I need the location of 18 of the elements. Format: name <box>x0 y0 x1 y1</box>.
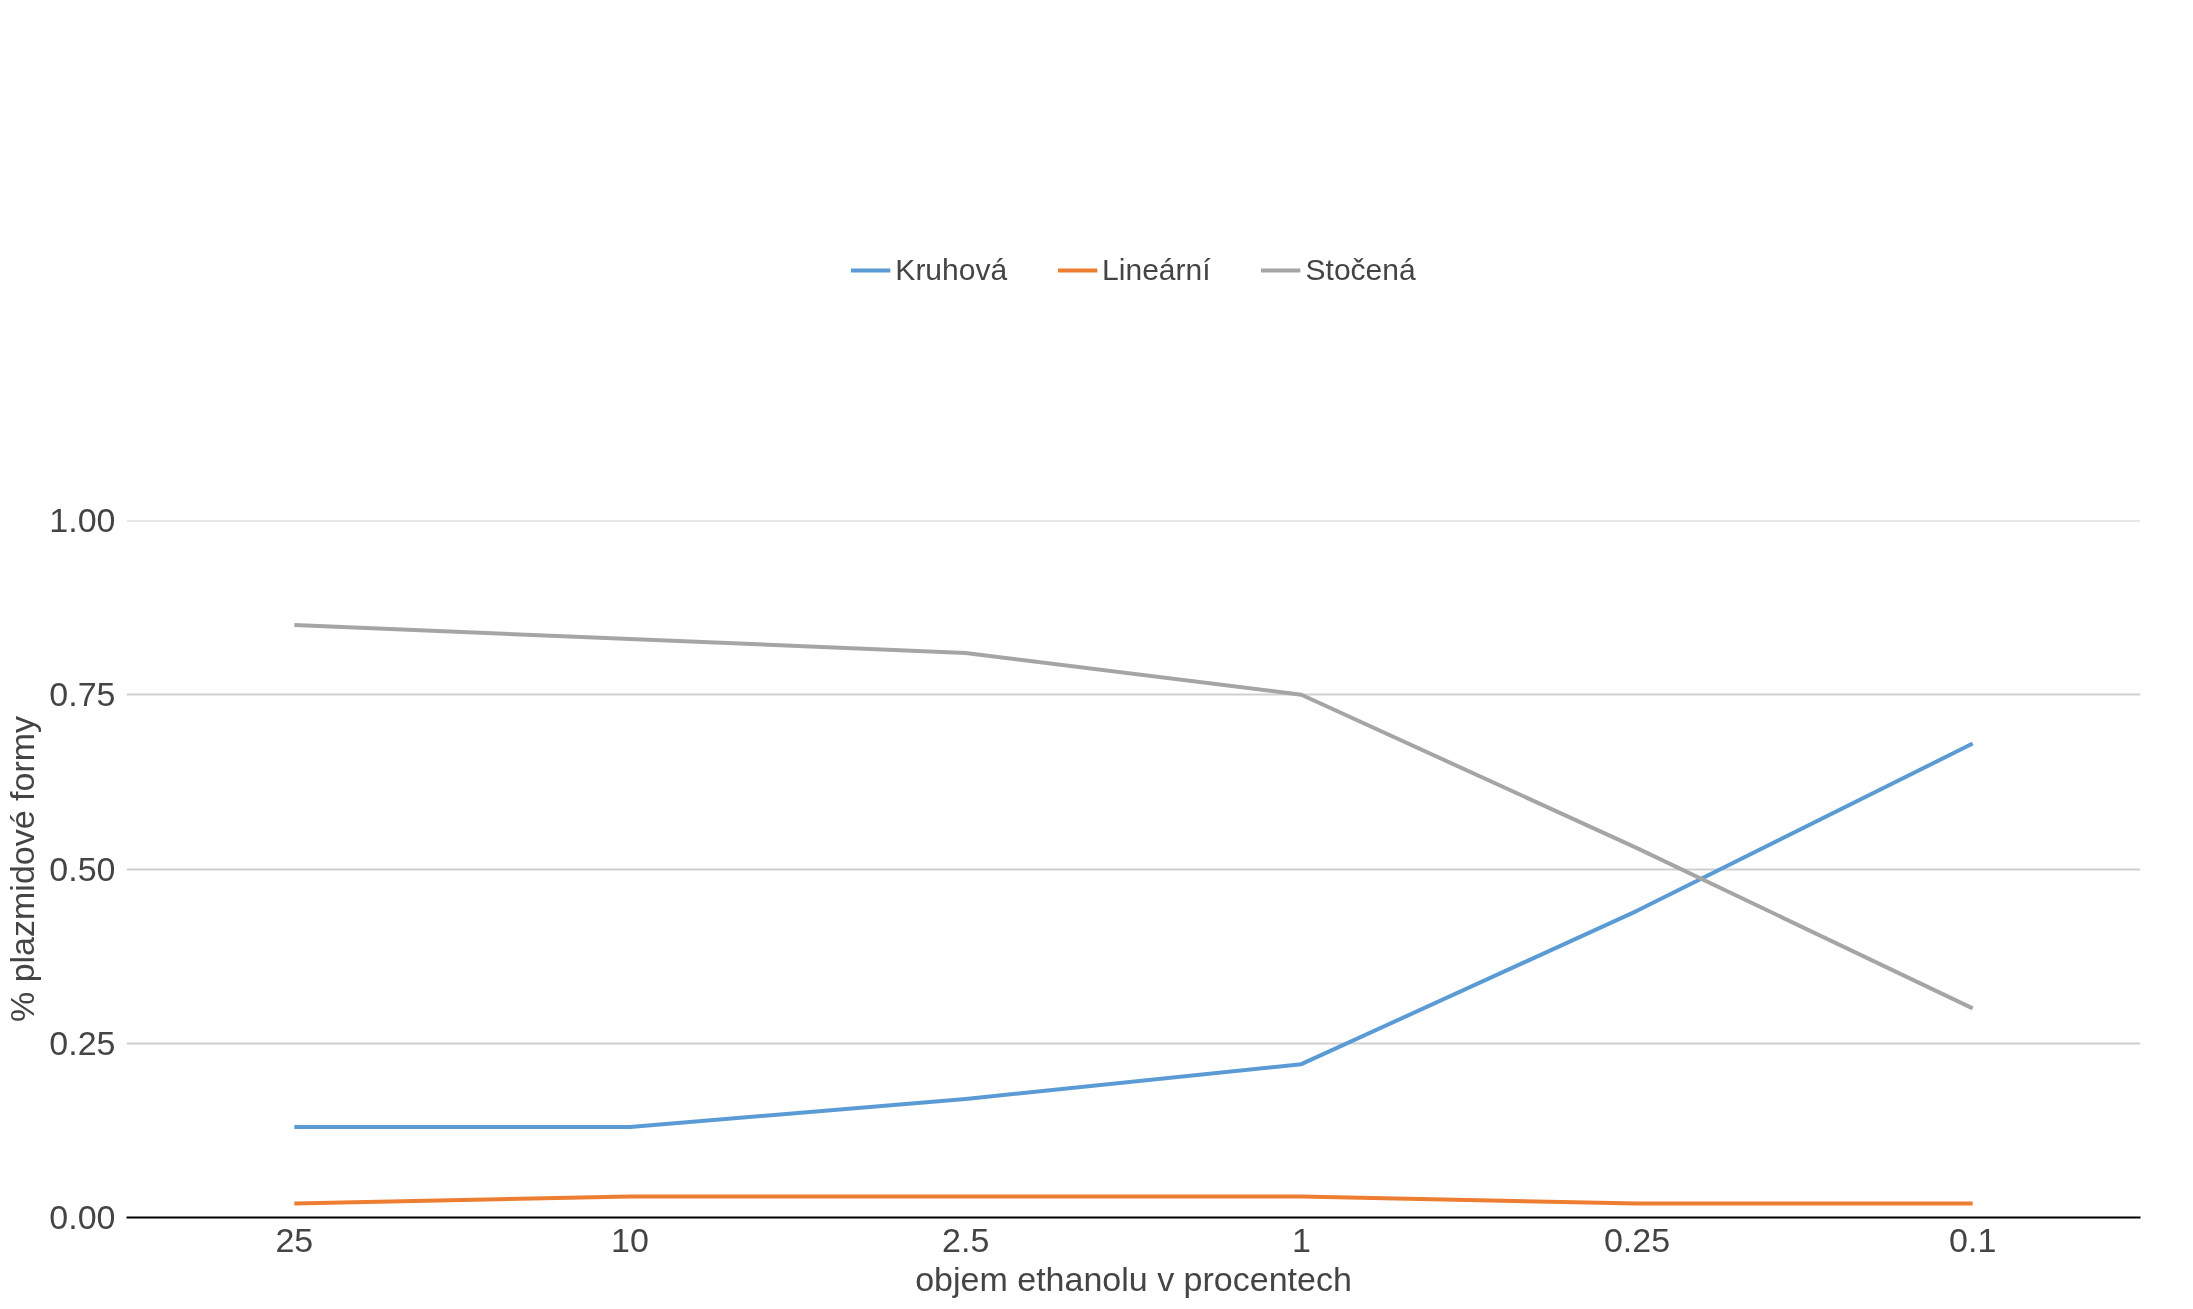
y-tick-label: 0.50 <box>49 849 116 888</box>
x-tick-label: 10 <box>611 1220 649 1259</box>
x-tick-label: 25 <box>275 1220 314 1259</box>
x-axis-title: objem ethanolu v procentech <box>915 1259 1352 1298</box>
x-tick-label: 1 <box>1291 1220 1311 1259</box>
x-tick-label: 2.5 <box>942 1220 990 1259</box>
y-tick-label: 0.00 <box>49 1198 116 1236</box>
line-series <box>292 741 1975 1129</box>
y-tick-label: 0.25 <box>49 1023 116 1062</box>
line-series <box>292 623 1975 1011</box>
legend-label: Lineární <box>1102 253 1211 287</box>
x-tick-label: 0.1 <box>1949 1220 1997 1259</box>
y-tick-label: 0.75 <box>49 675 116 714</box>
y-axis-title: % plazmidové formy <box>3 715 42 1023</box>
x-tick-label: 0.25 <box>1603 1220 1671 1259</box>
legend-label: Stočená <box>1305 253 1416 287</box>
legend-label: Kruhová <box>895 253 1008 287</box>
y-tick-label: 1.00 <box>49 501 116 539</box>
